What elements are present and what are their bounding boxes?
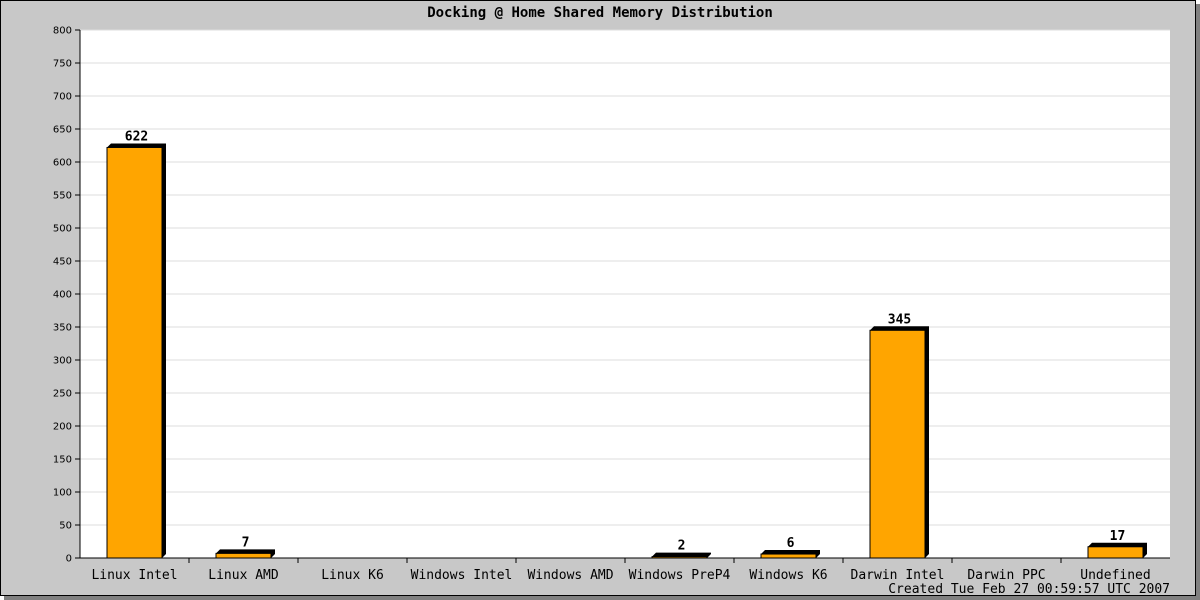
y-tick-label: 600 [53,158,72,169]
created-timestamp: Created Tue Feb 27 00:59:57 UTC 2007 [888,582,1170,597]
y-tick-label: 450 [53,257,72,268]
y-tick-label: 400 [53,290,72,301]
bar [869,329,926,559]
x-tick-label: Windows PreP4 [629,568,731,583]
x-tick-label: Windows Intel [411,568,513,583]
data-label: 6 [787,536,795,551]
y-tick-label: 0 [66,554,72,565]
x-tick-label: Linux K6 [321,568,384,583]
chart-title: Docking @ Home Shared Memory Distributio… [427,5,773,21]
y-tick-label: 350 [53,323,72,334]
x-tick-label: Linux AMD [208,568,279,583]
y-tick-label: 550 [53,191,72,202]
x-tick-label: Windows K6 [749,568,827,583]
data-label: 7 [242,535,250,550]
y-tick-label: 800 [53,26,72,37]
x-tick-label: Darwin PPC [967,568,1045,583]
y-tick-label: 200 [53,422,72,433]
y-tick-label: 300 [53,356,72,367]
bar [760,553,817,559]
y-tick-label: 700 [53,92,72,103]
bar [1087,546,1144,559]
y-tick-label: 500 [53,224,72,235]
bar-shadow [216,549,275,558]
data-labels: 622 7 2 6 345 17 [125,129,1126,553]
data-label: 2 [678,539,686,554]
x-axis-ticks: Linux Intel Linux AMD Linux K6 Windows Inte… [91,558,1151,583]
x-tick-label: Windows AMD [527,568,613,583]
x-tick-label: Linux Intel [91,568,177,583]
data-label: 622 [125,129,148,144]
x-tick-label: Undefined [1080,568,1150,583]
data-label: 345 [888,312,911,327]
bars [106,143,1147,559]
bar [106,146,163,559]
gridlines [80,29,1170,526]
y-tick-label: 250 [53,389,72,400]
y-axis-ticks: 0 50 100 150 200 250 300 350 400 450 500 550 600 650 7… [53,26,80,565]
bar [215,552,272,559]
y-tick-label: 150 [53,455,72,466]
x-tick-label: Darwin Intel [851,568,945,583]
data-label: 17 [1110,529,1126,544]
y-tick-label: 750 [53,59,72,70]
y-tick-label: 650 [53,125,72,136]
y-tick-label: 50 [59,521,72,532]
y-tick-label: 100 [53,488,72,499]
